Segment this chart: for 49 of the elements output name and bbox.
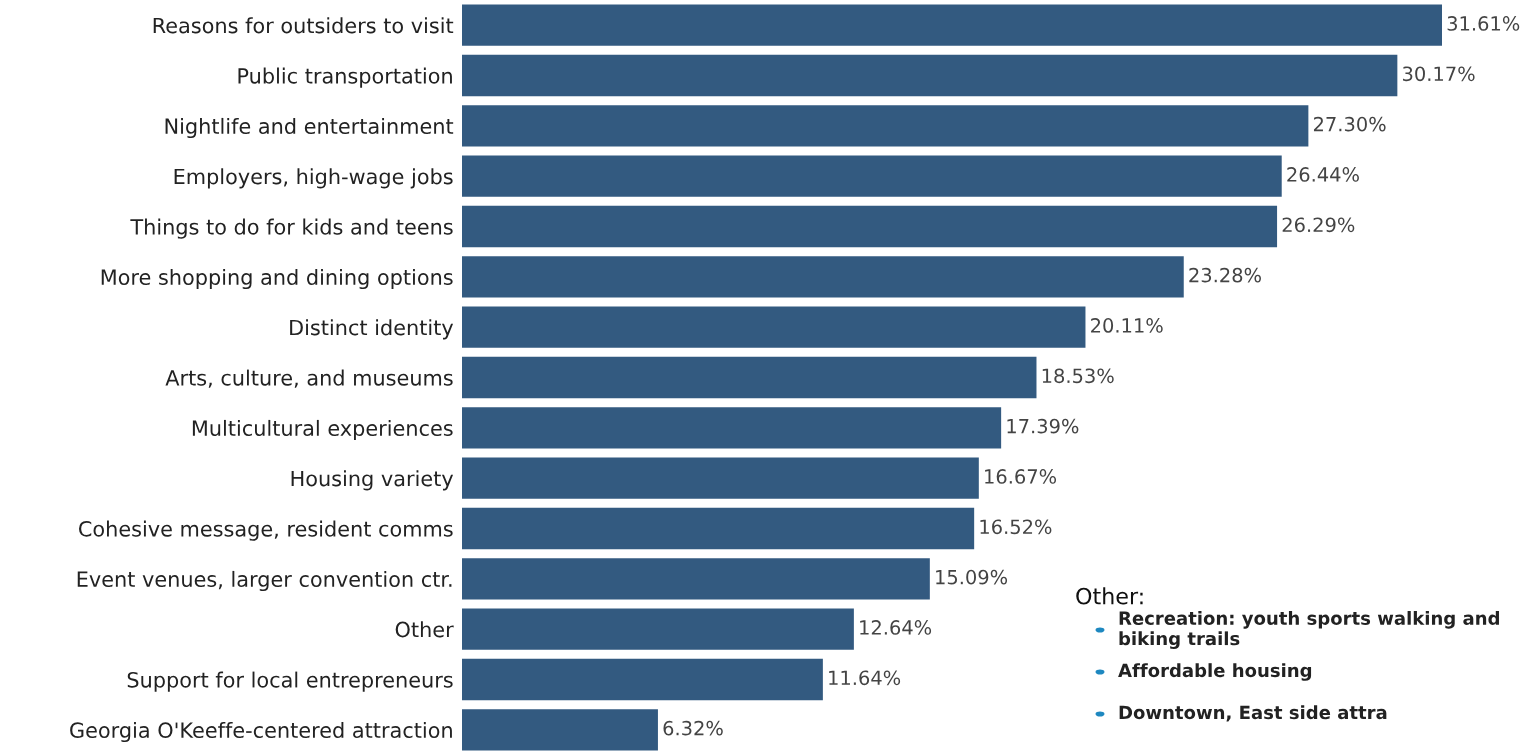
bar bbox=[462, 306, 1086, 348]
data-label: 23.28% bbox=[1189, 267, 1261, 283]
y-tick-label: Employers, high-wage jobs bbox=[174, 168, 453, 189]
bar bbox=[462, 457, 979, 499]
bar bbox=[462, 558, 930, 600]
bar bbox=[462, 608, 854, 650]
bar bbox=[462, 105, 1309, 147]
data-label: 16.52% bbox=[980, 519, 1052, 535]
data-label: 20.11% bbox=[1091, 318, 1163, 333]
y-tick-label: Things to do for kids and teens bbox=[130, 218, 453, 239]
y-tick-label: Cohesive message, resident comms bbox=[79, 520, 453, 541]
data-label: 6.32% bbox=[663, 720, 723, 736]
annotation: Affordable housing bbox=[1118, 663, 1312, 681]
y-tick-label: More shopping and dining options bbox=[101, 268, 453, 290]
bar bbox=[462, 205, 1278, 248]
data-label: 26.29% bbox=[1282, 217, 1355, 233]
y-tick-label: Arts, culture, and museums bbox=[165, 369, 453, 388]
annotation: Other: bbox=[1076, 587, 1143, 605]
y-tick-label: Other bbox=[395, 621, 454, 638]
annotation: Downtown, East side attra bbox=[1119, 705, 1387, 722]
data-label: 17.39% bbox=[1007, 418, 1079, 434]
bar bbox=[462, 54, 1398, 97]
y-tick-label: Support for local entrepreneurs bbox=[127, 671, 453, 692]
bar bbox=[462, 407, 1002, 449]
bar bbox=[462, 356, 1037, 399]
data-label: 12.64% bbox=[860, 620, 932, 635]
y-tick-label: Event venues, larger convention ctr. bbox=[77, 570, 452, 592]
y-tick-label: Distinct identity bbox=[290, 319, 454, 340]
bar bbox=[462, 507, 975, 550]
data-label: 31.61% bbox=[1447, 16, 1520, 31]
y-tick-label: Housing variety bbox=[291, 470, 454, 491]
bar bbox=[462, 4, 1442, 46]
data-label: 30.17% bbox=[1403, 66, 1475, 82]
data-label: 27.30% bbox=[1313, 116, 1386, 132]
y-tick-label: Multicultural experiences bbox=[192, 419, 453, 441]
data-label: 26.44% bbox=[1287, 167, 1359, 182]
y-tick-label: Public transportation bbox=[238, 67, 452, 88]
data-label: 18.53% bbox=[1042, 368, 1114, 384]
bar bbox=[462, 658, 823, 701]
y-tick-label: Georgia O'Keeffe-centered attraction bbox=[70, 721, 452, 743]
annotation: Recreation: youth sports walking and biking trails bbox=[1119, 611, 1499, 649]
data-label: 15.09% bbox=[936, 569, 1008, 585]
y-tick-label: Nightlife and entertainment bbox=[165, 117, 454, 139]
data-label: 16.67% bbox=[985, 469, 1057, 484]
bar bbox=[462, 709, 658, 751]
bar bbox=[462, 256, 1184, 298]
bar bbox=[462, 155, 1282, 197]
data-label: 11.64% bbox=[829, 670, 901, 686]
y-tick-label: Reasons for outsiders to visit bbox=[153, 17, 454, 34]
